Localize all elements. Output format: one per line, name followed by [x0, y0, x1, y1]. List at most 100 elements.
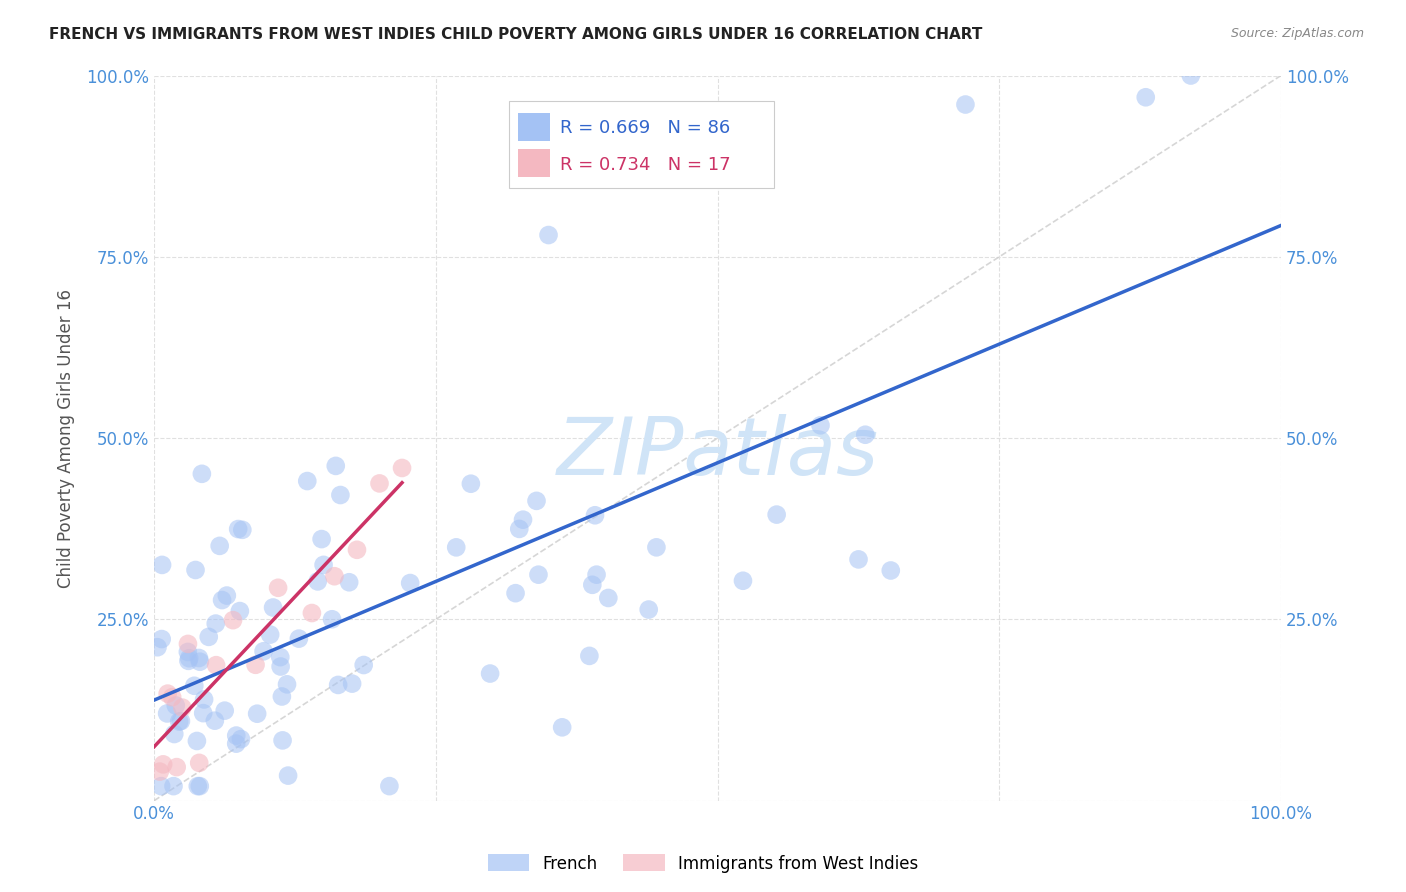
Point [271, 733, 294, 747]
Text: R = 0.669   N = 86: R = 0.669 N = 86 [560, 120, 730, 137]
Point [508, 522, 530, 536]
Point [267, 581, 290, 595]
Point [585, 567, 607, 582]
Point [526, 494, 548, 508]
Point [391, 461, 413, 475]
Point [340, 676, 363, 690]
Point [231, 523, 253, 537]
Text: ZIPatlas: ZIPatlas [557, 414, 879, 491]
Point [215, 589, 238, 603]
Point [581, 578, 603, 592]
Point [152, 757, 174, 772]
Point [183, 679, 205, 693]
Point [188, 655, 211, 669]
Point [156, 706, 179, 721]
Point [346, 542, 368, 557]
Point [225, 737, 247, 751]
Point [229, 732, 252, 747]
Point [208, 539, 231, 553]
Point [245, 657, 267, 672]
Point [150, 558, 173, 572]
Point [172, 700, 194, 714]
Point [880, 564, 903, 578]
Point [312, 558, 335, 572]
Point [765, 508, 787, 522]
Point [353, 658, 375, 673]
Point [399, 576, 422, 591]
Point [246, 706, 269, 721]
Point [259, 627, 281, 641]
FancyBboxPatch shape [517, 113, 550, 141]
Point [188, 756, 211, 770]
Point [637, 602, 659, 616]
Point [225, 729, 247, 743]
Point [853, 427, 876, 442]
Point [337, 575, 360, 590]
Point [460, 476, 482, 491]
Point [187, 779, 209, 793]
Point [288, 632, 311, 646]
Point [252, 644, 274, 658]
Point [325, 458, 347, 473]
Point [307, 574, 329, 589]
FancyBboxPatch shape [509, 101, 773, 188]
Point [323, 569, 346, 583]
Point [276, 677, 298, 691]
Point [166, 760, 188, 774]
Point [479, 666, 502, 681]
Point [205, 658, 228, 673]
Point [311, 532, 333, 546]
Point [170, 714, 193, 728]
FancyBboxPatch shape [517, 150, 550, 177]
Point [810, 418, 832, 433]
Point [645, 541, 668, 555]
Point [177, 654, 200, 668]
Y-axis label: Child Poverty Among Girls Under 16: Child Poverty Among Girls Under 16 [58, 289, 75, 588]
Point [277, 769, 299, 783]
Point [512, 513, 534, 527]
Point [1180, 69, 1202, 83]
Point [177, 645, 200, 659]
Point [326, 678, 349, 692]
Point [165, 698, 187, 713]
Point [146, 640, 169, 655]
Point [197, 630, 219, 644]
Point [150, 779, 173, 793]
Point [204, 714, 226, 728]
Point [444, 541, 467, 555]
Point [188, 651, 211, 665]
Point [191, 467, 214, 481]
Point [551, 720, 574, 734]
Legend: French, Immigrants from West Indies: French, Immigrants from West Indies [481, 847, 925, 880]
Point [156, 687, 179, 701]
Point [193, 706, 215, 720]
Point [163, 727, 186, 741]
Point [583, 508, 606, 523]
Point [329, 488, 352, 502]
Point [297, 474, 319, 488]
Point [162, 779, 184, 793]
Point [150, 632, 173, 646]
Text: R = 0.734   N = 17: R = 0.734 N = 17 [560, 156, 731, 174]
Point [505, 586, 527, 600]
Text: FRENCH VS IMMIGRANTS FROM WEST INDIES CHILD POVERTY AMONG GIRLS UNDER 16 CORRELA: FRENCH VS IMMIGRANTS FROM WEST INDIES CH… [49, 27, 983, 42]
Point [167, 714, 190, 729]
Point [184, 563, 207, 577]
Point [578, 648, 600, 663]
Point [731, 574, 754, 588]
Point [527, 567, 550, 582]
Point [222, 613, 245, 627]
Point [537, 227, 560, 242]
Point [378, 779, 401, 793]
Point [179, 651, 201, 665]
Point [321, 612, 343, 626]
Point [160, 690, 183, 705]
Point [1135, 90, 1157, 104]
Point [955, 97, 977, 112]
Point [270, 690, 292, 704]
Point [193, 692, 215, 706]
Point [301, 606, 323, 620]
Point [214, 704, 236, 718]
Point [226, 522, 249, 536]
Text: Source: ZipAtlas.com: Source: ZipAtlas.com [1230, 27, 1364, 40]
